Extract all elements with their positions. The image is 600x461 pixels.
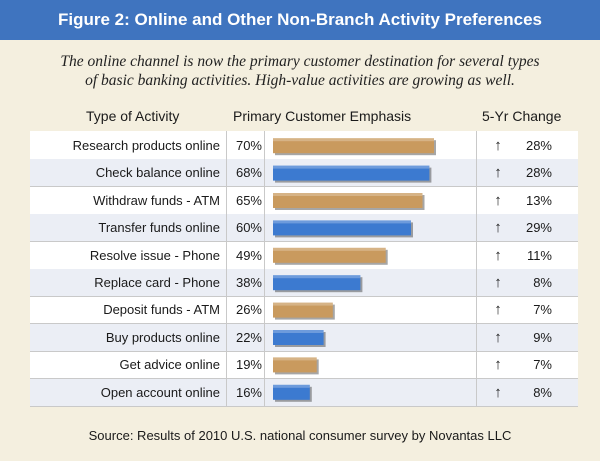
emphasis-percent-label: 22% [235, 329, 262, 345]
activity-label: Withdraw funds - ATM [93, 192, 220, 208]
five-year-change-label: 9% [533, 329, 552, 345]
table-row: Resolve issue - Phone 49% ↑ 11% [30, 242, 578, 270]
emphasis-percent-label: 16% [235, 384, 262, 400]
table-row: Research products online 70% ↑ 28% [30, 132, 578, 160]
activity-label: Deposit funds - ATM [103, 302, 220, 318]
five-year-change-label: 7% [533, 357, 552, 373]
row-divider [30, 241, 578, 243]
emphasis-percent-label: 60% [235, 220, 262, 236]
table-row: Transfer funds online 60% ↑ 29% [30, 214, 578, 243]
arrow-up-icon: ↑ [494, 219, 502, 237]
header-activity: Type of Activity [86, 108, 180, 124]
arrow-up-icon: ↑ [494, 274, 502, 291]
arrow-up-icon: ↑ [494, 137, 502, 154]
divider-category [226, 131, 227, 407]
header-change: 5-Yr Change [482, 108, 562, 124]
five-year-change-label: 29% [525, 220, 552, 236]
arrow-up-icon: ↑ [494, 356, 502, 374]
chart-subtitle: The online channel is now the primary cu… [20, 52, 580, 90]
subtitle-line-2: of basic banking activities. High-value … [85, 72, 515, 89]
five-year-change-label: 7% [533, 302, 552, 318]
arrow-up-icon: ↑ [494, 191, 502, 209]
table-row: Check balance online 68% ↑ 28% [30, 159, 578, 188]
divider-change [476, 131, 477, 407]
emphasis-percent-label: 70% [235, 138, 262, 153]
activity-label: Open account online [100, 384, 220, 400]
activity-label: Research products online [72, 138, 220, 153]
five-year-change-label: 28% [525, 138, 552, 153]
table-row: Get advice online 19% ↑ 7% [30, 351, 578, 380]
emphasis-percent-label: 68% [235, 165, 262, 181]
arrow-up-icon: ↑ [494, 328, 502, 346]
activity-label: Transfer funds online [98, 220, 220, 236]
activity-label: Get advice online [119, 357, 220, 373]
emphasis-percent-label: 19% [235, 357, 262, 373]
divider-percent [264, 131, 265, 407]
emphasis-percent-label: 38% [235, 275, 262, 290]
row-divider [30, 296, 578, 297]
emphasis-percent-label: 49% [235, 247, 262, 263]
arrow-up-icon: ↑ [494, 246, 502, 264]
table-row: Buy products online 22% ↑ 9% [30, 323, 578, 352]
arrow-up-icon: ↑ [494, 301, 502, 319]
five-year-change-label: 8% [533, 275, 552, 290]
activity-label: Resolve issue - Phone [89, 247, 220, 263]
activity-label: Buy products online [105, 329, 220, 345]
activity-label: Replace card - Phone [94, 275, 220, 290]
table-row: Deposit funds - ATM 26% ↑ 7% [30, 296, 578, 325]
emphasis-percent-label: 65% [235, 192, 262, 208]
table-row: Withdraw funds - ATM 65% ↑ 13% [30, 187, 578, 215]
five-year-change-label: 8% [533, 384, 552, 400]
row-divider [30, 186, 578, 188]
row-divider [30, 405, 578, 407]
five-year-change-label: 13% [525, 192, 552, 208]
subtitle-line-1: The online channel is now the primary cu… [60, 53, 540, 70]
five-year-change-label: 28% [525, 165, 552, 181]
table-row: Open account online 16% ↑ 8% [30, 378, 578, 407]
five-year-change-label: 11% [526, 247, 552, 263]
header-emphasis: Primary Customer Emphasis [233, 108, 412, 124]
row-divider [30, 350, 578, 352]
emphasis-percent-label: 26% [235, 302, 262, 318]
figure-title: Figure 2: Online and Other Non-Branch Ac… [0, 0, 600, 40]
source-note: Source: Results of 2010 U.S. national co… [88, 428, 512, 443]
arrow-up-icon: ↑ [494, 164, 502, 182]
activity-label: Check balance online [95, 165, 220, 181]
table-row: Replace card - Phone 38% ↑ 8% [30, 269, 578, 297]
arrow-up-icon: ↑ [494, 383, 502, 401]
